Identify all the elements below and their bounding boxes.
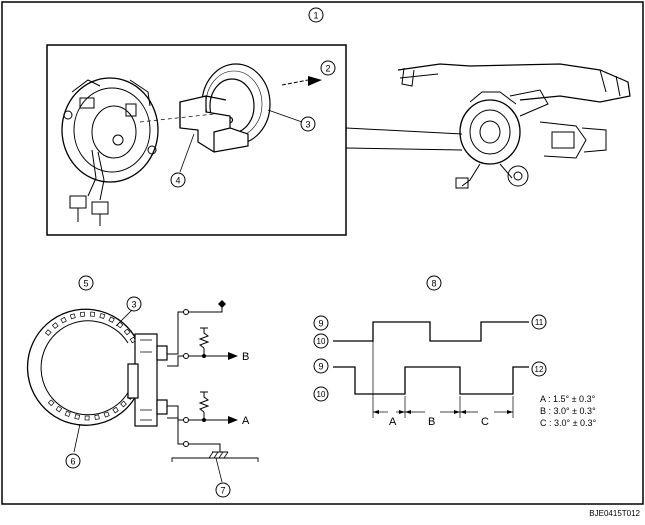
clock-spring-illustration xyxy=(61,77,159,226)
svg-text:12: 12 xyxy=(535,365,544,374)
sensor-body xyxy=(127,333,168,427)
outer-frame xyxy=(1,1,644,505)
svg-text:3: 3 xyxy=(305,120,310,130)
segment-a-label: A xyxy=(389,416,397,428)
ring-slot xyxy=(64,410,71,417)
figure-code: BJE0415T012 xyxy=(589,509,640,518)
ring-slot xyxy=(123,328,131,336)
callout-6-leader xyxy=(73,423,81,453)
sensor-ring-inner xyxy=(40,320,131,416)
segment-b-label: B xyxy=(428,416,435,428)
svg-text:6: 6 xyxy=(70,457,75,467)
spec-b-text: B : 3.0° ± 0.3° xyxy=(540,406,596,416)
alignment-dashed-line xyxy=(139,113,215,123)
timing-dimension-lines xyxy=(372,341,514,418)
svg-text:9: 9 xyxy=(318,319,323,329)
ring-slot xyxy=(116,321,124,329)
callout-3-leader-circuit xyxy=(115,309,133,327)
circuit-wiring xyxy=(167,304,259,462)
circuit-nodes xyxy=(202,354,206,422)
detail-inset-box xyxy=(46,44,347,236)
callout-4-leader xyxy=(179,133,195,173)
svg-text:8: 8 xyxy=(431,279,436,289)
timing-dimension-arrows xyxy=(373,410,513,414)
sensor-ring-slots xyxy=(44,311,143,421)
callout-1: 1 xyxy=(308,7,324,23)
ring-slot xyxy=(120,400,127,408)
segment-c-label: C xyxy=(481,416,489,428)
ring-slot xyxy=(55,405,63,413)
output-b-label: B xyxy=(242,351,249,363)
spec-c-text: C : 3.0° ± 0.3° xyxy=(540,418,597,428)
svg-text:2: 2 xyxy=(325,64,330,74)
projection-lines xyxy=(345,127,463,151)
sensor-bracket-illustration xyxy=(179,95,249,153)
ring-slot xyxy=(99,313,106,319)
circuit-terminals xyxy=(183,309,189,447)
output-b-arrow xyxy=(228,352,238,360)
callout-11: 11 xyxy=(531,314,547,330)
ring-slot xyxy=(51,322,59,329)
waveform-lower xyxy=(333,366,529,395)
svg-text:10: 10 xyxy=(317,390,326,399)
ring-slot xyxy=(84,415,90,421)
callout-2: 2 xyxy=(320,60,336,76)
ring-slot xyxy=(60,316,67,324)
callout-12: 12 xyxy=(531,361,547,377)
steering-column-illustration xyxy=(397,63,631,189)
callout-3-circuit: 3 xyxy=(126,296,142,312)
direction-arrow xyxy=(281,76,322,86)
svg-text:3: 3 xyxy=(131,300,136,310)
svg-text:4: 4 xyxy=(175,176,180,186)
callout-7: 7 xyxy=(215,482,231,498)
callout-9-lower: 9 xyxy=(313,358,329,374)
callout-6: 6 xyxy=(65,453,81,469)
svg-text:11: 11 xyxy=(535,318,544,327)
ring-slot xyxy=(108,316,115,323)
ring-slot xyxy=(44,329,52,336)
callout-10-lower: 10 xyxy=(313,386,329,402)
output-a-label: A xyxy=(242,415,250,427)
waveform-upper xyxy=(333,321,529,342)
callout-8: 8 xyxy=(426,275,442,291)
sensor-ring-outer xyxy=(26,308,138,426)
callout-5: 5 xyxy=(78,275,94,291)
power-supply-symbol xyxy=(218,300,226,308)
ring-slot xyxy=(94,414,100,420)
output-a-arrow xyxy=(228,416,238,424)
callout-4: 4 xyxy=(170,172,186,188)
spec-a-text: A : 1.5° ± 0.3° xyxy=(540,394,596,404)
ring-slot xyxy=(103,411,110,418)
ring-slot xyxy=(112,406,119,414)
callout-10-upper: 10 xyxy=(313,333,329,349)
ring-slot xyxy=(47,399,55,407)
svg-text:5: 5 xyxy=(83,279,88,289)
svg-text:1: 1 xyxy=(313,11,318,21)
callout-3: 3 xyxy=(300,116,316,132)
callout-3-leader xyxy=(267,109,303,123)
callout-9-upper: 9 xyxy=(313,315,329,331)
ring-slot xyxy=(89,311,96,317)
callout-7-leader xyxy=(215,457,223,483)
ring-slot xyxy=(74,414,80,420)
svg-text:9: 9 xyxy=(318,362,323,372)
svg-text:10: 10 xyxy=(317,337,326,346)
svg-text:7: 7 xyxy=(220,486,225,496)
ring-slot xyxy=(80,311,86,317)
ring-slot xyxy=(69,313,76,320)
